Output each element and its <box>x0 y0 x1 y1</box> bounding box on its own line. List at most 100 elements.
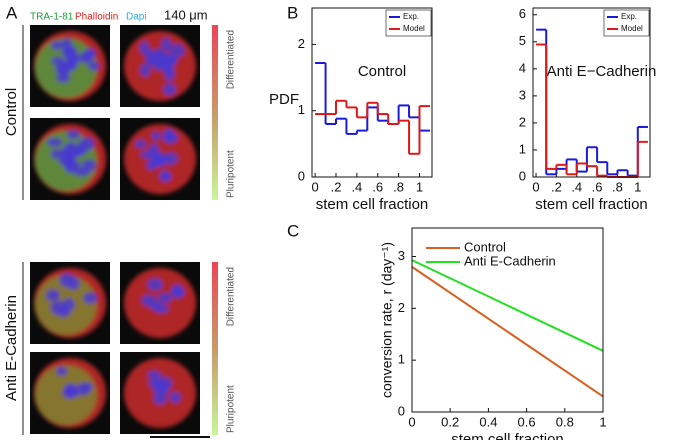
nucleus <box>64 152 76 164</box>
micrographs <box>30 25 200 434</box>
nucleus <box>83 48 97 59</box>
cell-colony <box>34 268 106 338</box>
x-tick-label: 0 <box>408 414 415 429</box>
nucleus <box>147 278 163 291</box>
group-label: Control <box>3 88 20 136</box>
nucleus <box>61 38 73 49</box>
nucleus <box>152 153 164 168</box>
x-axis-label: stem cell fraction <box>451 431 564 440</box>
x-tick-label: .2 <box>331 179 342 194</box>
nucleus <box>64 383 77 396</box>
cell-colony <box>124 268 196 338</box>
cell-colony <box>124 124 196 194</box>
nucleus <box>139 41 150 55</box>
nucleus <box>88 61 100 71</box>
nucleus <box>50 300 67 315</box>
x-tick-label: .6 <box>372 179 383 194</box>
colorbar-label: Differentiated <box>226 30 237 89</box>
scale-label: 140 μm <box>164 7 208 22</box>
nucleus <box>46 137 63 147</box>
stain-label: Dapi <box>126 12 147 23</box>
nucleus <box>169 43 185 58</box>
x-tick-label: 0.8 <box>556 414 574 429</box>
nucleus <box>51 56 64 66</box>
colorbar-label: Pluripotent <box>226 385 237 433</box>
legend-label: Model <box>403 24 425 33</box>
nucleus <box>51 40 65 50</box>
x-tick-label: 0 <box>532 179 539 194</box>
y-tick-label: 1 <box>298 102 305 117</box>
x-axis-label: stem cell fraction <box>316 196 429 213</box>
nucleus <box>157 292 172 304</box>
nucleus <box>149 301 163 311</box>
nucleus <box>66 130 80 140</box>
legend-label: Model <box>621 24 643 33</box>
x-tick-label: .4 <box>571 179 582 194</box>
x-tick-label: 1 <box>599 414 606 429</box>
panel-label: C <box>287 221 299 240</box>
y-tick-label: 3 <box>519 87 526 102</box>
y-tick-label: 1 <box>519 141 526 156</box>
colorbar-label: Differentiated <box>226 267 237 326</box>
y-tick-label: 3 <box>398 248 405 263</box>
x-tick-label: 1 <box>416 179 423 194</box>
nucleus <box>57 64 70 76</box>
x-tick-label: .8 <box>393 179 404 194</box>
nucleus <box>153 392 167 405</box>
x-axis-label: stem cell fraction <box>535 196 648 213</box>
panel-label: A <box>6 3 18 22</box>
nucleus <box>139 63 151 77</box>
nucleus <box>59 273 75 288</box>
nucleus <box>171 284 184 297</box>
nucleus <box>140 150 157 159</box>
legend-label: Exp. <box>403 12 419 21</box>
legend-label: Exp. <box>621 12 637 21</box>
nucleus <box>163 152 178 165</box>
y-tick-label: 0 <box>298 168 305 183</box>
x-tick-label: 1 <box>634 179 641 194</box>
y-tick-label: 2 <box>398 300 405 315</box>
y-tick-label: 1 <box>398 352 405 367</box>
y-tick-label: 5 <box>519 33 526 48</box>
nucleus <box>56 73 71 83</box>
stain-label: TRA-1-81 <box>30 12 74 23</box>
nucleus <box>74 143 88 156</box>
plot-frame <box>311 7 433 178</box>
y-axis-label: PDF <box>269 91 299 108</box>
series-line <box>411 259 604 352</box>
panel-label: B <box>287 3 298 22</box>
x-tick-label: .6 <box>592 179 603 194</box>
series-line <box>411 266 604 398</box>
nucleus <box>147 370 162 380</box>
colorbar-label: Pluripotent <box>226 150 237 198</box>
y-tick-label: 0 <box>398 403 405 418</box>
colorbar <box>212 262 218 435</box>
nucleus <box>76 382 91 396</box>
nucleus <box>163 128 175 143</box>
legend-label: Anti E-Cadherin <box>464 253 556 268</box>
y-tick-label: 4 <box>519 60 526 75</box>
x-tick-label: .2 <box>551 179 562 194</box>
x-tick-label: 0.6 <box>518 414 536 429</box>
y-tick-label: 2 <box>298 36 305 51</box>
nucleus <box>134 139 147 149</box>
plot-frame <box>411 227 604 413</box>
group-label: Anti E-Cadherin <box>3 295 20 401</box>
annotation: Control <box>358 63 406 80</box>
cell-colony <box>124 358 196 428</box>
y-tick-label: 2 <box>519 114 526 129</box>
cell-colony <box>34 358 106 428</box>
y-tick-label: 0 <box>519 168 526 183</box>
legend-label: Control <box>464 239 506 254</box>
nucleus <box>159 170 171 182</box>
x-tick-label: 0.2 <box>441 414 459 429</box>
legend-box <box>603 9 650 37</box>
annotation: Anti E−Cadherin <box>547 63 657 80</box>
nucleus <box>160 37 172 51</box>
legend-box <box>385 9 432 37</box>
cell-colony <box>124 31 196 101</box>
colorbar <box>212 25 218 200</box>
nucleus <box>169 391 181 404</box>
nucleus <box>50 148 66 160</box>
